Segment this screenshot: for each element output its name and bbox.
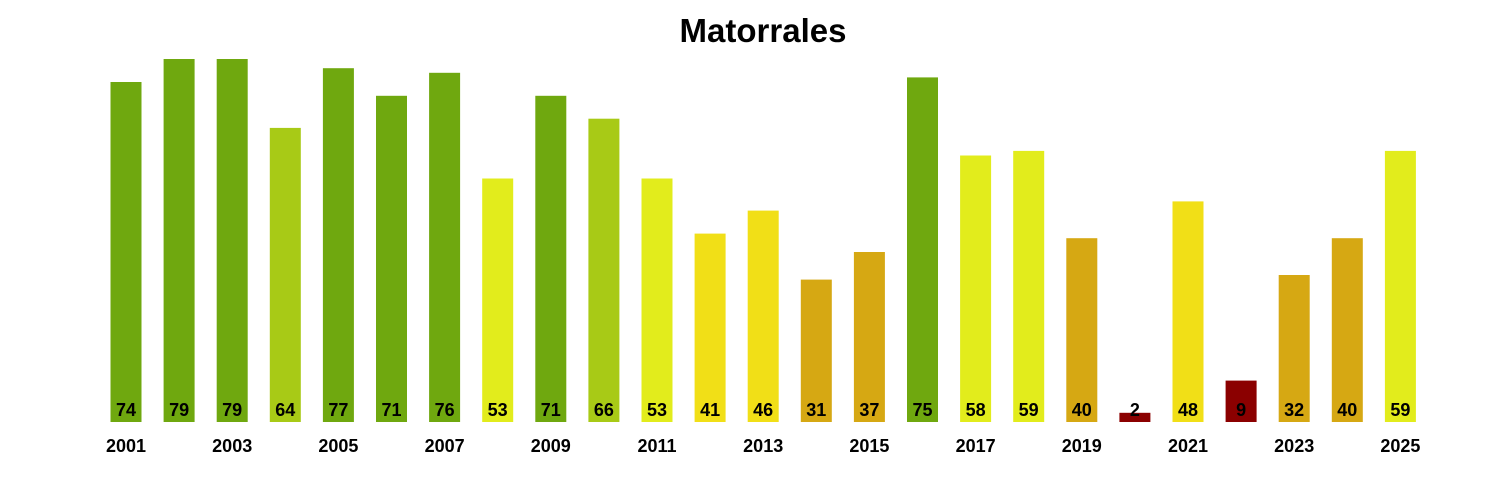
value-label-2003: 79 [222, 400, 242, 420]
bar-2013 [747, 210, 779, 422]
value-label-2016: 75 [912, 400, 932, 420]
value-label-2011: 53 [647, 400, 667, 420]
value-label-2010: 66 [594, 400, 614, 420]
bar-2007 [429, 72, 461, 423]
x-tick-label-2017: 2017 [956, 436, 996, 456]
value-label-2013: 46 [753, 400, 773, 420]
bar-2010 [588, 118, 620, 422]
bar-2014 [800, 279, 832, 422]
chart-title: Matorrales [679, 12, 847, 49]
bar-2024 [1331, 238, 1363, 422]
bar-2025 [1384, 150, 1416, 422]
value-label-2017: 58 [966, 400, 986, 420]
bar-2006 [376, 95, 407, 423]
value-label-2015: 37 [859, 400, 879, 420]
value-label-2023: 32 [1284, 400, 1304, 420]
bar-2003 [216, 59, 248, 422]
bar-2018 [1013, 150, 1045, 422]
x-axis-tick-labels: 2001 2003 2005 2007 2009 2011 2013 2015 2017 2019… [106, 436, 1420, 456]
bar-2005 [322, 68, 354, 422]
value-label-2006: 71 [381, 400, 401, 420]
value-label-2020: 2 [1130, 400, 1140, 420]
value-label-2008: 53 [488, 400, 508, 420]
bar-2016 [907, 77, 938, 423]
x-tick-label-2001: 2001 [106, 436, 146, 456]
bar-2015 [853, 252, 885, 422]
value-label-2022: 9 [1236, 400, 1246, 420]
value-label-2012: 41 [700, 400, 720, 420]
bar-2017 [960, 155, 992, 422]
value-label-2018: 59 [1019, 400, 1039, 420]
value-label-2014: 31 [806, 400, 826, 420]
x-tick-label-2013: 2013 [743, 436, 783, 456]
value-label-2019: 40 [1072, 400, 1092, 420]
value-label-2005: 77 [328, 400, 348, 420]
value-labels-layer: 74 79 79 64 77 71 76 53 71 66 53 41 46 31 37 75 58 59 40 2 4… [116, 400, 1410, 420]
bar-2020 [1119, 412, 1151, 422]
value-label-2007: 76 [435, 400, 455, 420]
bar-2001 [110, 82, 142, 422]
value-label-2024: 40 [1337, 400, 1357, 420]
x-tick-label-2003: 2003 [212, 436, 252, 456]
bar-2004 [269, 127, 301, 423]
bar-2012 [694, 233, 726, 422]
x-tick-label-2023: 2023 [1274, 436, 1314, 456]
x-tick-label-2025: 2025 [1380, 436, 1420, 456]
x-tick-label-2007: 2007 [425, 436, 465, 456]
x-tick-label-2005: 2005 [318, 436, 358, 456]
bar-2019 [1066, 238, 1098, 422]
x-tick-label-2019: 2019 [1062, 436, 1102, 456]
bar-2011 [641, 178, 673, 422]
x-tick-label-2009: 2009 [531, 436, 571, 456]
value-label-2009: 71 [541, 400, 561, 420]
bar-2008 [482, 178, 514, 422]
bar-2002 [163, 59, 195, 422]
bar-2009 [535, 95, 567, 423]
value-label-2001: 74 [116, 400, 136, 420]
x-tick-label-2015: 2015 [849, 436, 889, 456]
bar-2023 [1278, 275, 1310, 422]
value-label-2021: 48 [1178, 400, 1198, 420]
value-label-2004: 64 [275, 400, 295, 420]
x-tick-label-2011: 2011 [637, 436, 676, 456]
value-label-2002: 79 [169, 400, 189, 420]
bar-2022 [1225, 380, 1257, 422]
bar-2021 [1172, 201, 1204, 422]
value-label-2025: 59 [1390, 400, 1410, 420]
bars-layer [110, 59, 1416, 423]
x-tick-label-2021: 2021 [1168, 436, 1208, 456]
